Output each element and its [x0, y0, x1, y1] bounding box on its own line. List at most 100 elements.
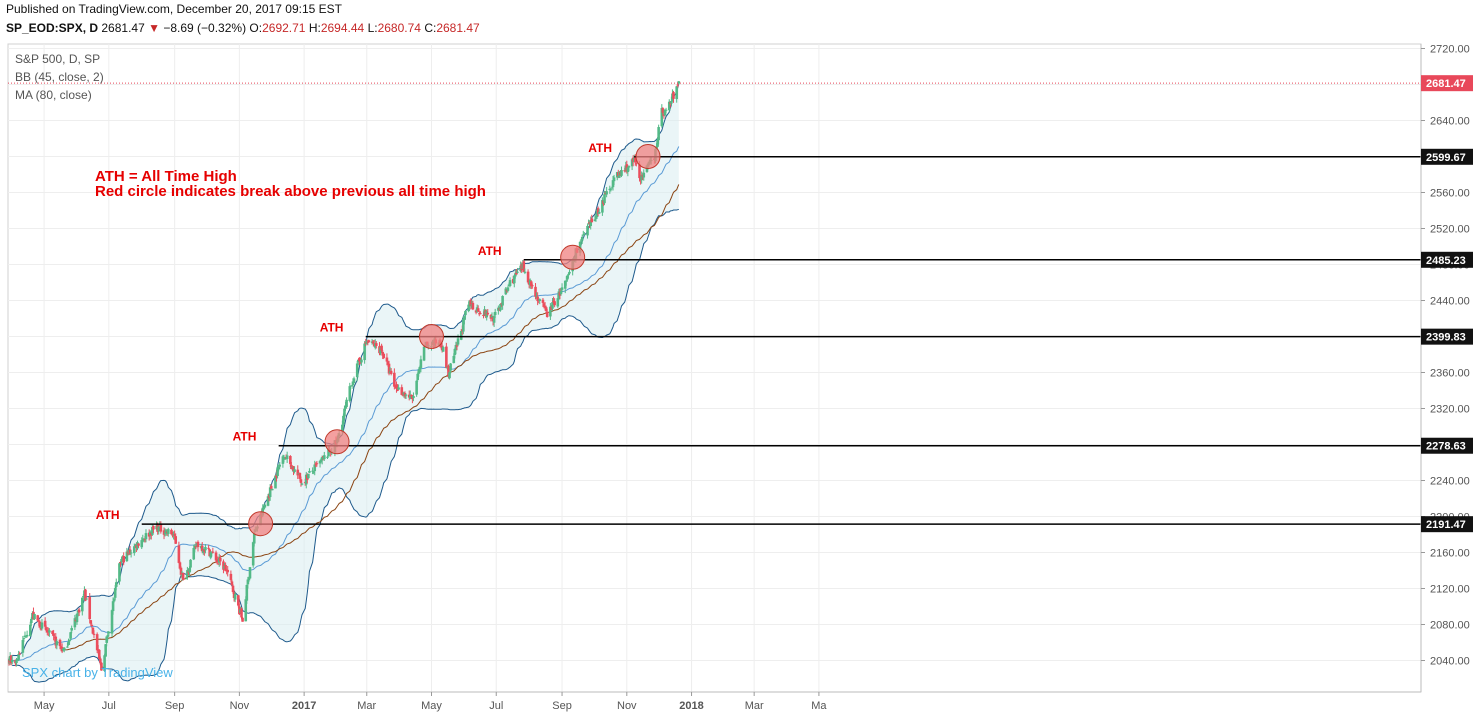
candle-body: [23, 635, 27, 638]
candle-body: [315, 463, 319, 465]
candle-body: [204, 547, 207, 551]
candle-body: [296, 469, 300, 476]
candle-body: [2, 655, 5, 664]
candle-body: [403, 392, 407, 397]
candle-body: [596, 208, 600, 214]
candle-body: [580, 236, 584, 241]
candle-body: [350, 385, 354, 387]
candle-body: [543, 305, 547, 308]
candle-body: [107, 631, 111, 634]
candle-body: [676, 84, 680, 86]
candle-body: [522, 261, 526, 272]
candle-body: [311, 470, 314, 472]
low-value: 2680.74: [377, 21, 421, 35]
x-axis[interactable]: May Jul Sep Nov 2017 Mar May Jul Sep Nov 2018 Mar Ma: [8, 691, 1421, 712]
legend-symbol: S&P 500, D, SP: [15, 52, 100, 66]
candle-body: [493, 311, 497, 315]
candle-body: [218, 557, 222, 562]
candle-body: [516, 271, 519, 273]
candle-body: [237, 595, 240, 606]
x-tick-label: Jul: [489, 700, 503, 712]
candle-body: [312, 471, 315, 473]
candle-body: [52, 633, 55, 637]
candle-body: [270, 489, 274, 491]
candle-body: [283, 457, 287, 460]
candle-body: [28, 624, 32, 636]
price-tag-label: 2485.23: [1426, 255, 1466, 267]
candle-body: [523, 271, 527, 273]
candle-body: [140, 540, 144, 548]
candle-body: [285, 455, 289, 460]
candle-body: [188, 568, 191, 573]
candle-body: [363, 343, 366, 361]
y-axis[interactable]: 2040.002080.002120.002160.002200.002240.…: [1420, 44, 1470, 693]
candle-body: [178, 562, 182, 569]
candle-body: [408, 394, 412, 399]
close-label: C:: [424, 21, 437, 35]
legend-bb: BB (45, close, 2): [15, 70, 104, 84]
open-value: 2692.71: [262, 21, 306, 35]
candle-body: [464, 310, 467, 316]
ath-label: ATH: [320, 321, 344, 335]
breakout-circle: [324, 429, 350, 455]
candle-body: [8, 660, 11, 662]
candle-body: [633, 157, 637, 163]
candle-body: [380, 345, 383, 351]
candle-body: [459, 331, 463, 340]
ath-label: ATH: [233, 430, 257, 444]
candle-body: [263, 504, 267, 508]
candle-body: [281, 456, 285, 464]
price-tag: [1421, 148, 1473, 165]
candle-body: [75, 613, 79, 623]
candle-body: [0, 659, 3, 660]
candle-body: [404, 394, 408, 396]
candle-body: [276, 467, 279, 476]
x-tick-label: Nov: [230, 700, 250, 712]
candle-body: [37, 620, 41, 622]
candle-body: [581, 234, 585, 236]
high-label: H:: [308, 21, 321, 35]
candle-body: [152, 526, 155, 530]
candle-body: [499, 303, 502, 311]
candle-body: [185, 577, 188, 579]
candle-body: [36, 615, 40, 621]
candle-body: [355, 363, 359, 378]
candle-body: [209, 552, 213, 558]
published-text: Published on TradingView.com, December 2…: [6, 2, 342, 16]
high-value: 2694.44: [320, 21, 365, 35]
plot-area[interactable]: [7, 43, 1422, 693]
candle-body: [269, 485, 273, 489]
candle-body: [512, 275, 516, 284]
candle-body: [630, 159, 634, 167]
candle-body: [620, 170, 623, 176]
candle-body: [448, 372, 451, 379]
candle-body: [1, 657, 4, 660]
candle-body: [114, 582, 118, 587]
y-tick-label: 2120.00: [1430, 584, 1470, 596]
candle-body: [222, 561, 225, 570]
candle-body: [226, 569, 230, 573]
candle-body: [40, 622, 44, 629]
candle-body: [367, 340, 371, 342]
candle-body: [58, 639, 62, 647]
candle-body: [534, 286, 537, 297]
candle-body: [103, 655, 106, 672]
candle-body: [400, 387, 404, 395]
candle-body: [412, 395, 415, 399]
candle-body: [90, 624, 94, 626]
breakout-circle: [248, 511, 274, 537]
candle-body: [590, 218, 594, 223]
y-tick-label: 2640.00: [1430, 116, 1470, 128]
candle-body: [252, 533, 256, 544]
candle-body: [418, 366, 422, 370]
candle-body: [196, 541, 200, 548]
candle-body: [266, 496, 270, 506]
y-tick-label: 2520.00: [1430, 224, 1470, 236]
price-tag-label: 2278.63: [1426, 441, 1466, 453]
candle-body: [563, 280, 567, 289]
candle-body: [536, 296, 539, 302]
candle-body: [657, 127, 660, 141]
candle-body: [560, 287, 564, 290]
candle-body: [77, 609, 81, 613]
